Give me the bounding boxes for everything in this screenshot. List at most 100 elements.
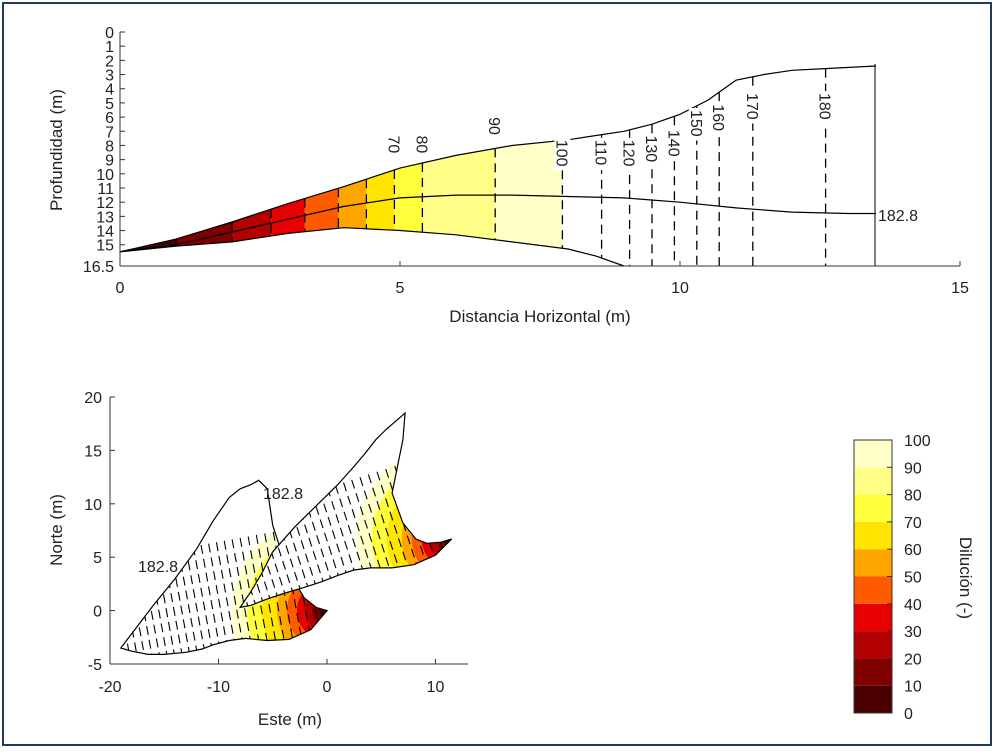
plume-upper-boundary [119, 65, 877, 253]
plume-contour-line [263, 530, 297, 655]
contour-label-bg [744, 91, 761, 124]
plume-contour-line [133, 554, 167, 655]
plume-contour-line [207, 540, 241, 655]
colorbar-block [854, 467, 892, 495]
plan-x-tick-label: 0 [323, 679, 332, 696]
profile-fill-band [495, 140, 563, 249]
profile-y-tick-label: 12 [96, 195, 114, 212]
plume-contour-line [239, 534, 273, 655]
profile-contour-label: 80 [412, 136, 429, 154]
plume-contour-line [240, 516, 284, 608]
contour-label-bg [593, 137, 610, 171]
plume-a-end-label: 182.8 [138, 559, 178, 576]
plume-outline [238, 411, 453, 609]
plume-contour-line [120, 556, 152, 655]
profile-contour-label: 130 [642, 136, 659, 163]
profile-y-tick-label: 10 [96, 167, 114, 184]
plume-contour-line [289, 525, 324, 655]
plume-contour-line [333, 482, 391, 608]
profile-y-tick-label: 16.5 [83, 259, 114, 276]
plume-contour-line [192, 543, 226, 655]
plume-centerline [119, 194, 876, 253]
colorbar-tick-label: 80 [904, 488, 922, 505]
colorbar-block [854, 685, 892, 713]
profile-contour-labels: 70 80 90 100 110 120 130 140 150 160 170 180 [384, 91, 834, 171]
plume-contour-line [272, 528, 306, 655]
plume-contour-line [147, 551, 181, 655]
profile-y-tick-label: 9 [105, 153, 114, 170]
plan-x-axis-label: Este (m) [258, 710, 322, 729]
plume-contour-line [169, 547, 203, 655]
profile-y-tick-label: 3 [105, 68, 114, 85]
profile-contour-label: 150 [687, 110, 704, 137]
colorbar-ticks: 0 10 20 30 40 50 60 70 80 90 100 [887, 433, 931, 723]
profile-y-tick-label: 2 [105, 53, 114, 70]
profile-contour-label: 160 [709, 104, 726, 131]
plan-view-chart: 182.8 182.8 -20 -10 0 10 -5 0 5 10 15 20 Este (m… [47, 390, 468, 729]
profile-y-tick-label: 1 [105, 39, 114, 56]
plume-contour-line [177, 546, 211, 655]
plume-contour-line [231, 536, 265, 655]
colorbar-block [854, 521, 892, 550]
plume-contour-line [125, 555, 159, 655]
profile-fill-band [232, 209, 272, 242]
plume-contour-line [199, 542, 234, 655]
profile-contour-label: 170 [743, 93, 760, 120]
profile-y-tick-label: 5 [105, 96, 114, 113]
end-dilution-label: 182.8 [878, 208, 918, 225]
plume-contour-line [286, 497, 344, 608]
colorbar-block [854, 494, 892, 522]
plume-b-end-label: 182.8 [263, 486, 303, 503]
profile-y-tick-label: 4 [105, 82, 114, 99]
profile-x-tick-label: 10 [671, 280, 689, 297]
plume-contour-line [223, 537, 257, 655]
colorbar-tick-label: 10 [904, 679, 922, 696]
plume-lower-boundary [119, 227, 625, 267]
colorbar-block [854, 631, 892, 659]
plan-x-ticks: -20 -10 0 10 [98, 659, 444, 696]
profile-x-tick-label: 15 [951, 280, 969, 297]
plan-x-tick-label: 10 [427, 679, 445, 696]
profile-fill-band [304, 188, 339, 232]
colorbar-tick-label: 60 [904, 542, 922, 559]
profile-x-axis-label: Distancia Horizontal (m) [449, 307, 630, 326]
plan-x-tick-label: -10 [207, 679, 230, 696]
colorbar-block [854, 576, 892, 604]
profile-y-tick-label: 7 [105, 124, 114, 141]
plume-contour-line [240, 519, 276, 608]
plan-y-axis-label: Norte (m) [47, 494, 66, 566]
profile-fill-band [366, 170, 395, 231]
plume-contour-line [384, 465, 441, 608]
plan-y-tick-label: 0 [93, 604, 102, 621]
plan-y-tick-label: 15 [84, 443, 102, 460]
profile-y-tick-label: 15 [96, 238, 114, 255]
plume-contour-line [184, 544, 218, 655]
plume-contour-line [279, 499, 336, 608]
plume-contour-line [120, 558, 145, 655]
colorbar-block [854, 603, 892, 632]
plume-contour-line [154, 550, 189, 655]
profile-contour-label: 180 [816, 93, 833, 120]
profile-x-tick-label: 0 [116, 280, 125, 297]
colorbar-tick-label: 20 [904, 651, 922, 668]
plume-contour-line [280, 527, 315, 655]
profile-y-tick-label: 11 [97, 181, 114, 198]
profile-contour-label: 140 [664, 130, 681, 157]
profile-fill-band [176, 222, 232, 247]
profile-x-tick-label: 5 [396, 280, 405, 297]
profile-contour-label: 90 [485, 117, 502, 135]
colorbar-tick-label: 70 [904, 515, 922, 532]
profile-contour-label: 100 [552, 140, 569, 167]
plume-contour-line [342, 479, 399, 608]
plume-contour-line [215, 539, 249, 655]
colorbar-label: Dilución (-) [956, 537, 975, 619]
plume-contour-line [358, 474, 416, 608]
plume-contour-line [375, 468, 432, 608]
profile-dilution-fill [120, 68, 826, 266]
plume-contour-line [162, 548, 196, 655]
plan-y-tick-label: 5 [93, 550, 102, 567]
colorbar-tick-label: 90 [904, 460, 922, 477]
